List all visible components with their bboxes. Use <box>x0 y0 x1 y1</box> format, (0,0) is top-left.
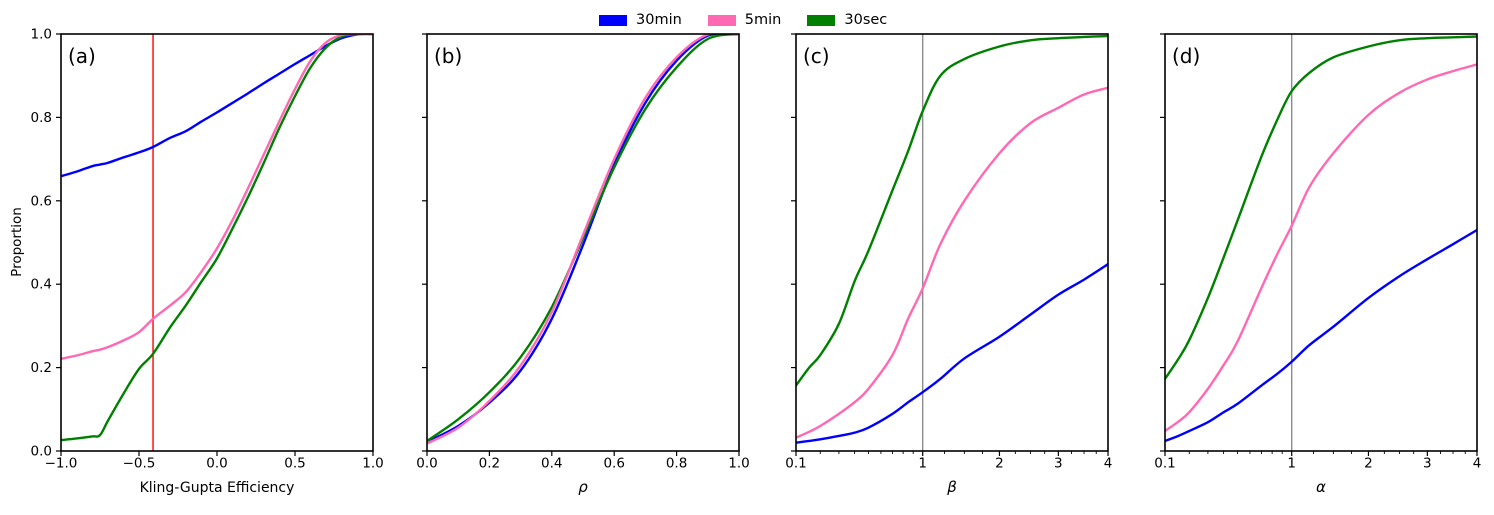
legend-item-30sec: 30sec <box>807 12 887 28</box>
curves <box>796 34 1108 444</box>
curve-5min <box>61 34 373 361</box>
legend-swatch-30min <box>599 14 627 26</box>
curve-30sec <box>796 34 1108 387</box>
panel-tag: (c) <box>803 44 830 68</box>
panel-c-beta-cdf: 0.1 1 2 3 4 (c) β <box>785 33 1112 496</box>
legend-swatch-30sec <box>807 14 836 26</box>
x-tick-label: 4 <box>1473 456 1482 472</box>
x-tick-label: 1 <box>918 456 927 472</box>
x-tick-label: 1.0 <box>362 456 383 472</box>
curve-30min <box>61 34 373 178</box>
curve-30sec <box>1165 35 1477 381</box>
axis-ticks <box>56 33 374 456</box>
y-tick-label: 1.0 <box>31 27 52 43</box>
panel-tag: (a) <box>68 44 96 68</box>
y-tick-label: 0.2 <box>31 360 52 376</box>
axis-ticks <box>1160 33 1478 456</box>
curve-5min <box>796 86 1108 439</box>
x-tick-label: 0.1 <box>1154 456 1175 472</box>
curve-5min <box>427 34 739 445</box>
axes-box <box>426 33 740 452</box>
x-tick-label: 1.0 <box>728 456 749 472</box>
legend-label-30min: 30min <box>636 12 682 28</box>
panel-tag: (d) <box>1172 44 1200 68</box>
y-tick-label: 0.4 <box>31 277 52 293</box>
panel-tag: (b) <box>434 44 462 68</box>
y-tick-label: 0.0 <box>31 444 52 460</box>
curve-5min <box>1165 63 1477 433</box>
curves <box>1165 35 1477 443</box>
x-tick-label: 4 <box>1104 456 1113 472</box>
axis-ticks <box>791 33 1109 456</box>
x-tick-label: 0.2 <box>479 456 500 472</box>
legend-item-30min: 30min <box>599 12 682 28</box>
curves <box>427 34 739 445</box>
x-tick-label: 2 <box>995 456 1004 472</box>
x-tick-label: 3 <box>1054 456 1063 472</box>
panel-b-rho-cdf: 0.0 0.2 0.4 0.6 0.8 1.0 (b) ρ <box>416 33 750 496</box>
x-axis-label: α <box>1316 478 1326 496</box>
x-tick-label: −0.5 <box>123 456 156 472</box>
axes-box <box>1164 33 1478 452</box>
legend: 30min 5min 30sec <box>599 12 887 28</box>
x-axis-label: Kling-Gupta Efficiency <box>140 480 295 496</box>
curve-30sec <box>61 34 373 442</box>
x-axis-label: β <box>946 478 957 496</box>
legend-swatch-5min <box>707 14 736 26</box>
legend-label-5min: 5min <box>744 12 782 28</box>
curve-30min <box>1165 228 1477 443</box>
panel-d-alpha-cdf: 0.1 1 2 3 4 (d) α <box>1154 33 1481 496</box>
x-tick-label: 0.5 <box>284 456 305 472</box>
curves <box>61 34 373 442</box>
curve-30sec <box>427 34 739 443</box>
x-tick-label: 1 <box>1287 456 1296 472</box>
axis-ticks <box>422 33 740 456</box>
y-axis-label-proportion: Proportion <box>9 207 25 277</box>
x-tick-label: 0.1 <box>785 456 806 472</box>
axes-box <box>60 33 374 452</box>
x-tick-label: 0.0 <box>416 456 437 472</box>
x-axis-label: ρ <box>578 478 588 496</box>
x-tick-label: 0.6 <box>603 456 624 472</box>
x-tick-label: −1.0 <box>45 456 78 472</box>
y-tick-label: 0.6 <box>31 193 52 209</box>
x-tick-label: 0.4 <box>541 456 562 472</box>
axes-box <box>795 33 1109 452</box>
panel-a-kge-cdf: −1.0 −0.5 0.0 0.5 1.0 0.0 0.2 0.4 0.6 0.8 1.0 (a) Kl… <box>31 27 384 497</box>
x-tick-label: 0.0 <box>206 456 227 472</box>
x-tick-label: 2 <box>1364 456 1373 472</box>
legend-item-5min: 5min <box>707 12 782 28</box>
y-tick-label: 0.8 <box>31 110 52 126</box>
legend-label-30sec: 30sec <box>844 12 888 28</box>
curve-30min <box>796 262 1108 444</box>
x-tick-label: 0.8 <box>666 456 687 472</box>
x-tick-label: 3 <box>1423 456 1432 472</box>
